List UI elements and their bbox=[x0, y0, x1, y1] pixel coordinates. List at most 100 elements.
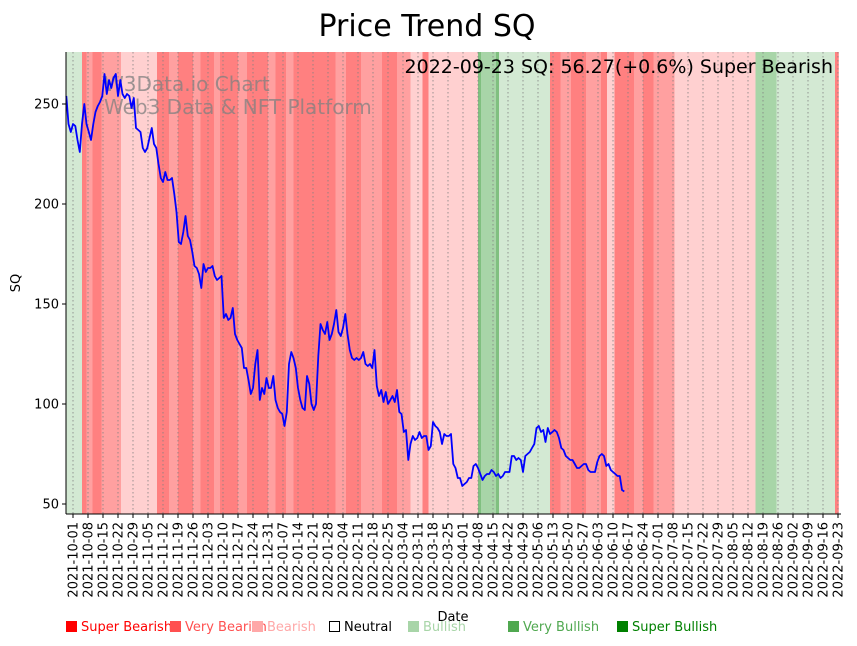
x-tick-label: 2021-12-24 bbox=[247, 522, 262, 598]
band-very-bearish bbox=[193, 52, 201, 514]
legend-label: Bearish bbox=[267, 620, 316, 635]
band-super-bearish bbox=[550, 52, 561, 514]
band-super-bearish bbox=[346, 52, 361, 514]
legend-label: Super Bullish bbox=[632, 620, 718, 635]
sentiment-bands bbox=[66, 52, 839, 514]
x-tick-label: 2022-09-16 bbox=[817, 522, 832, 598]
band-bearish bbox=[674, 52, 756, 514]
legend-label: Neutral bbox=[344, 620, 392, 635]
price-line-sq bbox=[65, 73, 625, 493]
x-tick-label: 2022-04-29 bbox=[517, 522, 532, 598]
band-very-bearish bbox=[101, 52, 121, 514]
x-tick-label: 2022-04-15 bbox=[487, 522, 502, 598]
band-bullish bbox=[66, 52, 82, 514]
x-tick-label: 2022-09-02 bbox=[787, 522, 802, 598]
legend-item-bearish: Bearish bbox=[252, 620, 316, 635]
x-tick-label: 2021-12-10 bbox=[217, 522, 232, 598]
x-tick-label: 2022-07-29 bbox=[712, 522, 727, 598]
x-tick-label: 2022-08-19 bbox=[757, 522, 772, 598]
x-tick-label: 2022-06-03 bbox=[592, 522, 607, 598]
x-tick-label: 2022-08-12 bbox=[742, 522, 757, 598]
watermark-line-1: W3Data.io Chart bbox=[104, 72, 270, 96]
legend-item-super-bearish: Super Bearish bbox=[66, 620, 172, 635]
x-tick-label: 2022-01-28 bbox=[322, 522, 337, 598]
x-tick-label: 2022-04-22 bbox=[502, 522, 517, 598]
band-super-bearish bbox=[382, 52, 397, 514]
band-super-bearish bbox=[422, 52, 429, 514]
band-super-bearish bbox=[643, 52, 654, 514]
y-tick-label: 50 bbox=[42, 498, 59, 513]
x-tick-label: 2022-05-13 bbox=[547, 522, 562, 598]
band-very-bearish bbox=[586, 52, 601, 514]
band-super-bearish bbox=[571, 52, 586, 514]
x-tick-label: 2022-03-04 bbox=[397, 522, 412, 598]
y-tick-label: 150 bbox=[34, 298, 59, 313]
x-tick-label: 2022-06-17 bbox=[622, 522, 637, 598]
legend-swatch bbox=[66, 621, 77, 632]
x-tick-label: 2021-12-31 bbox=[262, 522, 277, 598]
x-tick-label: 2022-07-08 bbox=[667, 522, 682, 598]
x-tick-label: 2022-06-10 bbox=[607, 522, 622, 598]
band-bearish bbox=[428, 52, 478, 514]
x-tick-label: 2021-11-26 bbox=[187, 522, 202, 598]
band-bearish bbox=[410, 52, 423, 514]
band-super-bearish bbox=[82, 52, 87, 514]
band-very-bearish bbox=[238, 52, 247, 514]
x-tick-label: 2022-01-21 bbox=[307, 522, 322, 598]
x-tick-label: 2022-04-08 bbox=[472, 522, 487, 598]
y-tick-label: 200 bbox=[34, 198, 59, 213]
x-tick-label: 2022-01-14 bbox=[292, 522, 307, 598]
x-tick-label: 2022-05-20 bbox=[562, 522, 577, 598]
legend-item-very-bullish: Very Bullish bbox=[508, 620, 599, 635]
band-super-bearish bbox=[220, 52, 238, 514]
x-tick-label: 2021-10-15 bbox=[97, 522, 112, 598]
legend-label: Very Bearish bbox=[185, 620, 267, 635]
band-very-bearish bbox=[286, 52, 294, 514]
x-tick-label: 2022-09-23 bbox=[832, 522, 847, 598]
latest-price-annotation: 2022-09-23 SQ: 56.27(+0.6%) Super Bearis… bbox=[405, 56, 833, 78]
band-very-bullish bbox=[481, 52, 496, 514]
legend-label: Bullish bbox=[423, 620, 467, 635]
watermark-line-2: Web3 Data & NFT Platform bbox=[104, 95, 372, 119]
legend-label: Very Bullish bbox=[523, 620, 600, 635]
x-tick-label: 2022-03-18 bbox=[427, 522, 442, 598]
band-super-bearish bbox=[157, 52, 169, 514]
legend-item-super-bullish: Super Bullish bbox=[617, 620, 717, 635]
y-tick-label: 250 bbox=[34, 98, 59, 113]
band-super-bearish bbox=[200, 52, 214, 514]
x-tick-label: 2022-02-25 bbox=[382, 522, 397, 598]
band-very-bearish bbox=[397, 52, 411, 514]
x-axis-label: Date bbox=[437, 610, 468, 625]
band-super-bullish bbox=[478, 52, 481, 514]
band-super-bearish bbox=[247, 52, 268, 514]
band-super-bearish bbox=[293, 52, 336, 514]
watermark: W3Data.io Chart Web3 Data & NFT Platform bbox=[104, 72, 372, 119]
x-tick-label: 2022-01-07 bbox=[277, 522, 292, 598]
legend-item-very-bearish: Very Bearish bbox=[170, 620, 267, 635]
x-tick-label: 2022-02-18 bbox=[367, 522, 382, 598]
legend-swatch bbox=[408, 621, 419, 632]
x-tick-label: 2022-09-09 bbox=[802, 522, 817, 598]
band-bearish bbox=[121, 52, 157, 514]
x-tick-label: 2021-11-12 bbox=[157, 522, 172, 598]
x-tick-label: 2021-11-05 bbox=[142, 522, 157, 598]
x-tick-label: 2022-03-11 bbox=[412, 522, 427, 598]
legend-swatch bbox=[252, 621, 263, 632]
x-tick-label: 2021-12-17 bbox=[232, 522, 247, 598]
band-very-bullish bbox=[755, 52, 777, 514]
band-very-bearish bbox=[214, 52, 220, 514]
y-ticks: 50 100 150 200 250 bbox=[34, 98, 66, 513]
x-tick-label: 2022-07-01 bbox=[652, 522, 667, 598]
x-tick-label: 2022-06-24 bbox=[637, 522, 652, 598]
x-tick-label: 2021-10-29 bbox=[127, 522, 142, 598]
x-tick-label: 2021-12-03 bbox=[202, 522, 217, 598]
legend-item-bullish: Bullish bbox=[408, 620, 466, 635]
band-bullish bbox=[499, 52, 550, 514]
x-tick-label: 2021-11-19 bbox=[172, 522, 187, 598]
axes bbox=[65, 52, 841, 515]
series-layer bbox=[65, 73, 625, 493]
band-bearish bbox=[607, 52, 615, 514]
x-tick-label: 2022-03-25 bbox=[442, 522, 457, 598]
band-super-bullish bbox=[496, 52, 499, 514]
legend-label: Super Bearish bbox=[81, 620, 173, 635]
